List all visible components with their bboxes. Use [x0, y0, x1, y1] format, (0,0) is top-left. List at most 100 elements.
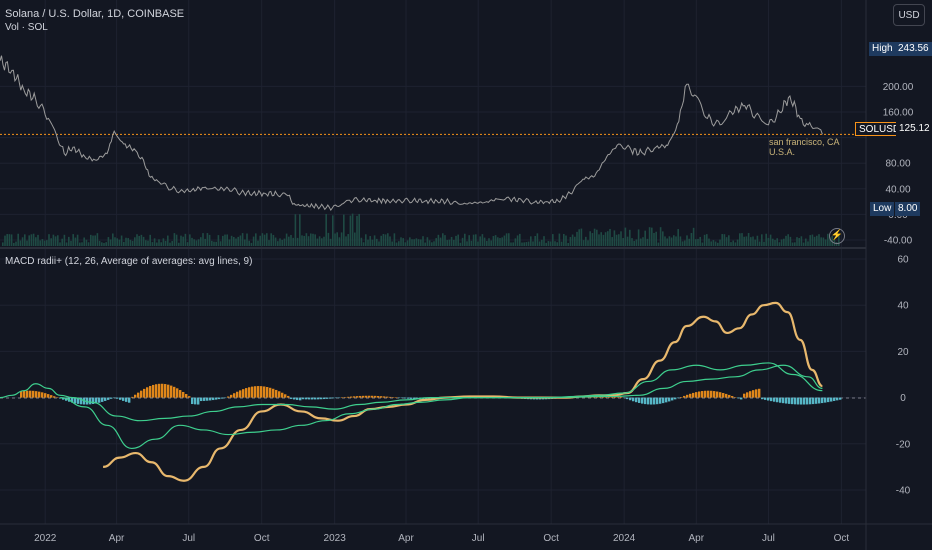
histogram-column	[176, 388, 179, 398]
histogram-column	[644, 397, 647, 405]
volume-bar	[464, 233, 466, 246]
volume-bar	[57, 235, 59, 246]
macd-axis-ticks[interactable]: -40 -20 0 20 40 60	[896, 255, 911, 497]
volume-bar	[195, 240, 198, 246]
histogram-column	[56, 397, 59, 398]
volume-bar	[811, 234, 814, 246]
volume-bar	[162, 238, 165, 246]
volume-bar	[769, 234, 772, 246]
histogram-column	[260, 386, 263, 398]
histogram-column	[380, 396, 383, 398]
volume-bar	[816, 235, 818, 246]
macd-indicator-title[interactable]: MACD radii+ (12, 26, Average of averages…	[5, 256, 253, 267]
volume-bar	[391, 241, 393, 246]
histogram-column	[425, 397, 428, 400]
histogram-column	[674, 397, 677, 400]
volume-bar	[569, 237, 572, 246]
volume-bar	[505, 233, 508, 246]
histogram-column	[680, 397, 683, 398]
volume-bar	[380, 235, 382, 246]
currency-button[interactable]: USD	[893, 4, 925, 26]
histogram-column	[839, 397, 842, 400]
volume-bar	[114, 237, 116, 246]
volume-bar	[226, 234, 228, 246]
histogram-column	[20, 391, 23, 398]
macd-tick-label: 60	[897, 255, 909, 266]
histogram-column	[773, 397, 776, 402]
volume-bar	[208, 234, 211, 246]
histogram-column	[614, 396, 617, 398]
volume-bar	[116, 238, 118, 246]
histogram-column	[173, 386, 176, 398]
volume-bar	[292, 237, 294, 246]
time-tick-label: Apr	[689, 533, 705, 544]
volume-bar	[415, 238, 418, 246]
volume-bar	[459, 242, 462, 246]
volume-bar	[596, 229, 598, 246]
volume-bar	[323, 236, 325, 246]
volume-bar	[83, 237, 85, 246]
volume-bar	[767, 237, 770, 246]
volume-bar	[444, 235, 446, 246]
volume-bar	[710, 241, 712, 246]
time-tick-label: 2022	[34, 533, 57, 544]
macd-series-line-2	[0, 362, 823, 422]
volume-bar	[422, 236, 424, 246]
histogram-column	[671, 397, 674, 401]
histogram-column	[161, 383, 164, 398]
histogram-column	[827, 397, 830, 403]
volume-bar	[439, 237, 442, 246]
volume-bar	[717, 242, 719, 246]
histogram-column	[743, 393, 746, 398]
volume-bar	[387, 233, 389, 246]
volume-indicator-title[interactable]: Vol · SOL	[5, 22, 48, 33]
volume-bar	[371, 239, 374, 246]
volume-bar	[574, 236, 576, 246]
annotation-line-2: U.S.A.	[769, 147, 796, 157]
volume-bar	[789, 236, 792, 246]
volume-bar	[763, 241, 765, 246]
histogram-column	[326, 397, 329, 399]
histogram-column	[737, 397, 740, 399]
volume-bar	[68, 236, 70, 246]
volume-bar	[274, 237, 277, 246]
histogram-column	[392, 397, 395, 398]
volume-bar	[307, 236, 310, 246]
histogram-column	[71, 397, 74, 403]
price-tick-label: 160.00	[883, 108, 914, 119]
histogram-column	[89, 397, 92, 405]
histogram-column	[254, 386, 257, 398]
histogram-column	[641, 397, 644, 404]
volume-bar	[24, 234, 26, 246]
histogram-column	[314, 397, 317, 400]
price-tick-label: 80.00	[885, 159, 910, 170]
histogram-column	[785, 397, 788, 404]
volume-bar	[695, 239, 697, 246]
symbol-title[interactable]: Solana / U.S. Dollar, 1D, COINBASE	[5, 8, 185, 20]
volume-bar	[620, 231, 622, 246]
volume-bar	[301, 235, 303, 246]
last-price-value: 125.12	[896, 122, 932, 136]
histogram-column	[374, 395, 377, 398]
volume-bar	[666, 238, 668, 246]
volume-bar	[428, 240, 431, 246]
histogram-column	[149, 385, 152, 398]
histogram-column	[686, 394, 689, 398]
time-axis-ticks[interactable]: 2022 Apr Jul Oct 2023 Apr Jul Oct 2024 Apr Jul Oct	[34, 533, 849, 544]
volume-bar	[527, 241, 530, 246]
lightning-icon[interactable]: ⚡	[829, 228, 845, 244]
volume-bar	[739, 233, 741, 246]
volume-bar	[409, 237, 411, 246]
volume-bar	[72, 234, 74, 246]
histogram-column	[350, 396, 353, 398]
volume-bar	[158, 239, 160, 246]
volume-bar	[640, 238, 642, 246]
volume-bar	[618, 234, 620, 246]
histogram-column	[302, 397, 305, 400]
volume-bar	[389, 236, 391, 246]
volume-bar	[171, 241, 173, 246]
volume-bar	[136, 234, 138, 246]
volume-bar	[52, 234, 55, 246]
volume-bar	[2, 242, 4, 246]
